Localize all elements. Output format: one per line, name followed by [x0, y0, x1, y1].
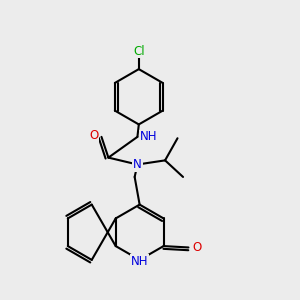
Text: O: O [193, 241, 202, 254]
Text: Cl: Cl [133, 45, 145, 58]
Text: NH: NH [140, 130, 158, 143]
Text: N: N [133, 158, 142, 171]
Text: O: O [89, 129, 99, 142]
Text: NH: NH [131, 255, 148, 268]
